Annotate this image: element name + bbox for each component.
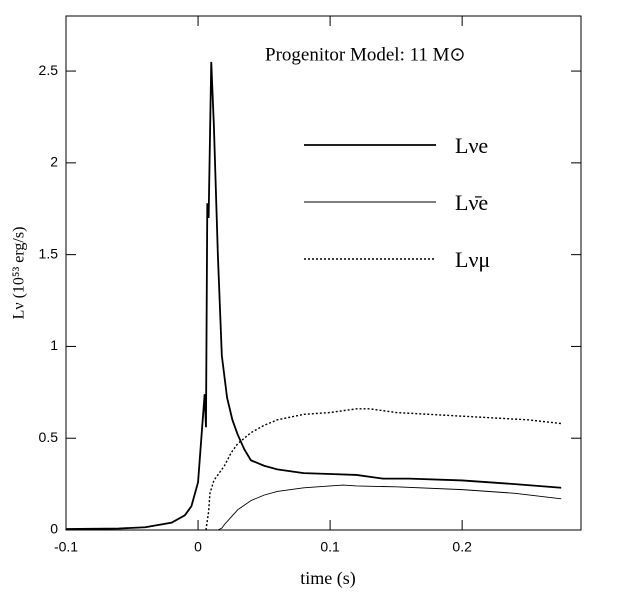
series-line bbox=[217, 484, 562, 531]
x-tick-label: 0 bbox=[194, 539, 202, 555]
y-tick-label: 1.5 bbox=[39, 245, 59, 261]
series-line bbox=[65, 61, 562, 530]
y-tick-label: 0 bbox=[50, 521, 58, 537]
y-tick-label: 0.5 bbox=[39, 429, 59, 445]
y-tick-label: 1 bbox=[50, 337, 58, 353]
x-axis-label: time (s) bbox=[300, 568, 356, 589]
y-axis-label: Lν (10⁵³ erg/s) bbox=[11, 227, 28, 320]
x-tick-label: 0.2 bbox=[452, 539, 472, 555]
legend-label: Lνμ bbox=[455, 247, 490, 272]
y-tick-label: 2.5 bbox=[39, 62, 59, 78]
x-tick-label: -0.1 bbox=[54, 539, 78, 555]
plot-frame bbox=[65, 15, 582, 531]
series-line bbox=[205, 408, 562, 531]
legend-label: Lνe bbox=[455, 133, 488, 158]
annotation: Progenitor Model: 11 M⊙ bbox=[265, 44, 465, 65]
y-tick-label: 2 bbox=[50, 154, 58, 170]
x-tick-label: 0.1 bbox=[320, 539, 340, 555]
legend-label: Lν̄e bbox=[455, 190, 488, 215]
